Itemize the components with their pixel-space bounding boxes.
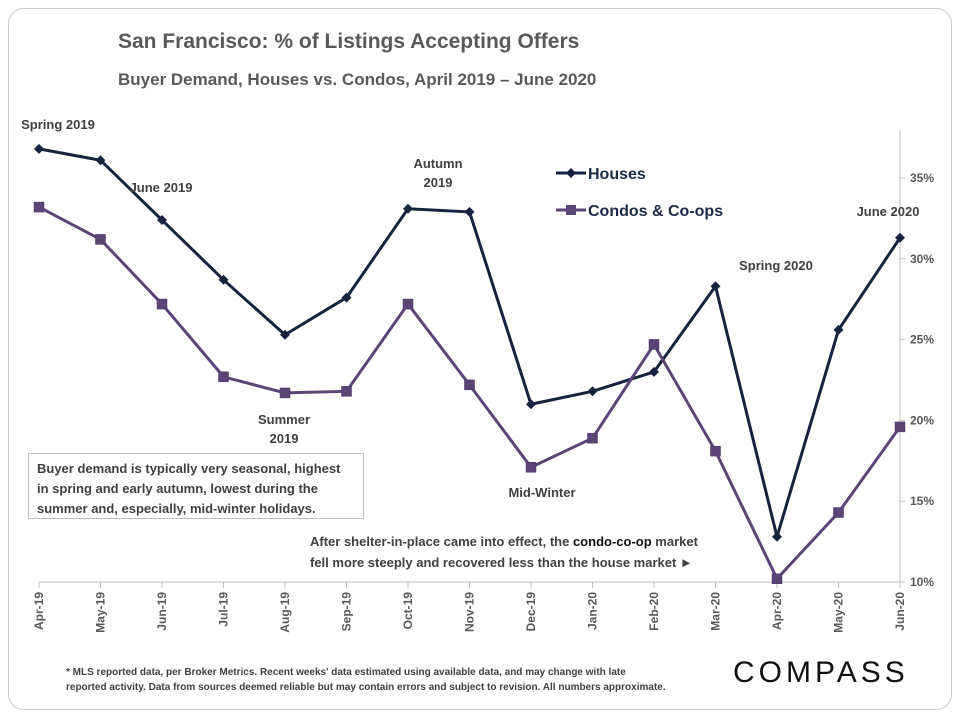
houses-point: [649, 366, 659, 377]
footnote: * MLS reported data, per Broker Metrics.…: [66, 665, 716, 695]
condos-point: [587, 432, 598, 444]
condos-point: [341, 386, 352, 397]
shelter-note-bold: condo-co-op: [572, 534, 652, 549]
condos-point: [95, 234, 106, 245]
seasonality-note-line: summer and, especially, mid-winter holid…: [37, 501, 316, 516]
x-tick-label: Feb-20: [647, 592, 661, 631]
annotation-label: June 2020: [857, 204, 920, 219]
condos-point: [279, 387, 291, 399]
legend-marker: [566, 205, 576, 215]
houses-point: [341, 292, 352, 303]
x-tick-label: Oct-19: [401, 592, 415, 630]
y-tick-label: 20%: [910, 413, 934, 427]
x-tick-label: Jun-19: [155, 592, 169, 631]
shelter-in-place-note: After shelter-in-place came into effect,…: [310, 531, 750, 573]
y-tick-label: 10%: [910, 575, 934, 589]
x-tick-label: Aug-19: [278, 592, 292, 633]
chart-subtitle: Buyer Demand, Houses vs. Condos, April 2…: [118, 70, 597, 89]
condos-point: [525, 462, 537, 473]
seasonality-note-line: in spring and early autumn, lowest durin…: [37, 481, 318, 496]
houses-point: [526, 399, 536, 410]
condos-point: [894, 421, 906, 433]
houses-point: [34, 143, 44, 154]
annotation-label: Spring 2020: [739, 258, 813, 273]
houses-point: [403, 203, 413, 214]
shelter-note-line2: fell more steeply and recovered less tha…: [310, 555, 693, 570]
x-tick-label: Jul-19: [217, 592, 231, 627]
shelter-note-text: After shelter-in-place came into effect,…: [310, 534, 573, 549]
houses-point: [464, 206, 475, 217]
houses-point: [280, 329, 290, 340]
annotation-label: Mid-Winter: [508, 485, 575, 500]
y-tick-label: 25%: [910, 333, 934, 347]
houses-point: [587, 386, 598, 397]
condos-point: [218, 371, 229, 383]
houses-point: [95, 155, 106, 166]
y-tick-label: 30%: [910, 252, 934, 266]
condos-point: [402, 298, 414, 310]
houses-point: [833, 324, 844, 335]
chart-title: San Francisco: % of Listings Accepting O…: [118, 30, 580, 53]
condos-point: [771, 573, 783, 585]
x-tick-label: May-19: [94, 592, 108, 633]
annotation-label: 2019: [424, 175, 453, 190]
chart-frame: [8, 8, 952, 710]
compass-logo: COMPASS: [733, 656, 909, 689]
x-tick-label: Apr-19: [32, 592, 46, 630]
annotation-label: 2019: [270, 431, 299, 446]
x-tick-label: Apr-20: [770, 592, 784, 630]
footnote-line: reported activity. Data from sources dee…: [66, 682, 666, 693]
x-tick-label: Jun-20: [893, 592, 907, 631]
annotation-label: Summer: [258, 412, 310, 427]
shelter-note-text: market: [651, 534, 698, 549]
x-tick-label: Jan-20: [586, 592, 600, 630]
houses-point: [710, 281, 721, 292]
footnote-line: * MLS reported data, per Broker Metrics.…: [66, 667, 626, 678]
y-tick-label: 15%: [910, 494, 934, 508]
annotation-label: June 2019: [130, 180, 193, 195]
x-tick-label: Dec-19: [524, 592, 538, 632]
annotation-label: Spring 2019: [21, 117, 95, 132]
legend-label: Condos & Co-ops: [588, 203, 723, 220]
x-tick-label: Nov-19: [463, 592, 477, 632]
x-tick-label: May-20: [832, 592, 846, 633]
houses-point: [157, 215, 167, 226]
x-tick-label: Mar-20: [709, 592, 723, 631]
seasonality-note: Buyer demand is typically very seasonal,…: [28, 453, 364, 519]
condos-point: [710, 445, 721, 457]
condos-point: [156, 298, 168, 310]
legend-marker: [566, 168, 576, 178]
condos-point: [833, 507, 844, 518]
annotation-label: Autumn: [413, 156, 462, 171]
condos-point: [464, 379, 475, 391]
houses-point: [772, 531, 782, 542]
y-tick-label: 35%: [910, 171, 934, 185]
condos-point: [648, 339, 660, 350]
legend-label: Houses: [588, 166, 646, 183]
seasonality-note-line: Buyer demand is typically very seasonal,…: [37, 461, 341, 476]
houses-point: [218, 274, 229, 285]
houses-point: [895, 232, 905, 243]
x-tick-label: Sep-19: [340, 592, 354, 632]
condos-point: [33, 201, 45, 213]
